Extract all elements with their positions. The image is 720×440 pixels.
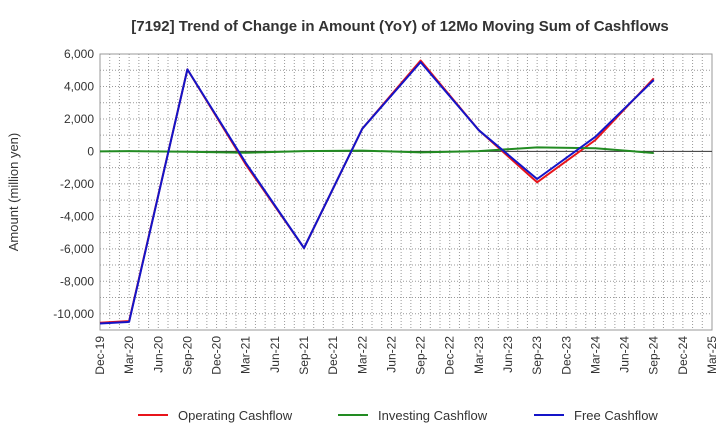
x-tick-label: Dec-19 — [93, 336, 107, 375]
x-tick-label: Jun-23 — [501, 336, 515, 373]
x-tick-label: Jun-20 — [151, 336, 165, 373]
x-tick-label: Mar-21 — [239, 336, 253, 374]
x-tick-label: Mar-25 — [705, 336, 719, 374]
y-tick-label: -6,000 — [60, 242, 94, 256]
x-axis-ticks: Dec-19 Mar-20 Jun-20 Sep-20 Dec-20 Mar-21 Jun-… — [93, 336, 719, 375]
y-tick-label: -4,000 — [60, 209, 94, 223]
y-tick-label: -2,000 — [60, 177, 94, 191]
legend-label-investing-cashflow: Investing Cashflow — [378, 408, 488, 423]
x-tick-label: Mar-20 — [122, 336, 136, 374]
x-tick-label: Sep-22 — [414, 336, 428, 375]
x-tick-label: Dec-20 — [210, 336, 224, 375]
x-tick-label: Sep-21 — [297, 336, 311, 375]
x-tick-label: Dec-22 — [443, 336, 457, 375]
chart-title: [7192] Trend of Change in Amount (YoY) o… — [131, 18, 669, 35]
x-tick-label: Sep-24 — [647, 336, 661, 375]
x-tick-label: Mar-22 — [355, 336, 369, 374]
y-tick-label: 4,000 — [64, 79, 94, 93]
y-axis-ticks: 6,000 4,000 2,000 0 -2,000 -4,000 -6,000 -8,000… — [53, 47, 94, 321]
series-free-cashflow — [99, 61, 655, 325]
legend: Operating Cashflow Investing Cashflow Free… — [138, 408, 658, 423]
x-tick-label: Dec-24 — [676, 336, 690, 375]
x-tick-label: Jun-21 — [268, 336, 282, 373]
x-tick-label: Jun-24 — [618, 336, 632, 373]
y-tick-label: -8,000 — [60, 274, 94, 288]
y-axis-label: Amount (million yen) — [6, 133, 21, 252]
x-tick-label: Dec-23 — [559, 336, 573, 375]
legend-label-free-cashflow: Free Cashflow — [574, 408, 658, 423]
series-lines — [99, 59, 655, 325]
legend-label-operating-cashflow: Operating Cashflow — [178, 408, 293, 423]
y-tick-label: 2,000 — [64, 112, 94, 126]
x-tick-label: Sep-20 — [180, 336, 194, 375]
y-tick-label: 6,000 — [64, 47, 94, 61]
y-tick-label: -10,000 — [53, 307, 94, 321]
x-tick-label: Mar-23 — [472, 336, 486, 374]
y-tick-label: 0 — [87, 144, 94, 158]
x-tick-label: Sep-23 — [530, 336, 544, 375]
x-tick-label: Jun-22 — [384, 336, 398, 373]
plot-area — [99, 53, 713, 331]
x-tick-label: Mar-24 — [588, 336, 602, 374]
x-tick-label: Dec-21 — [326, 336, 340, 375]
